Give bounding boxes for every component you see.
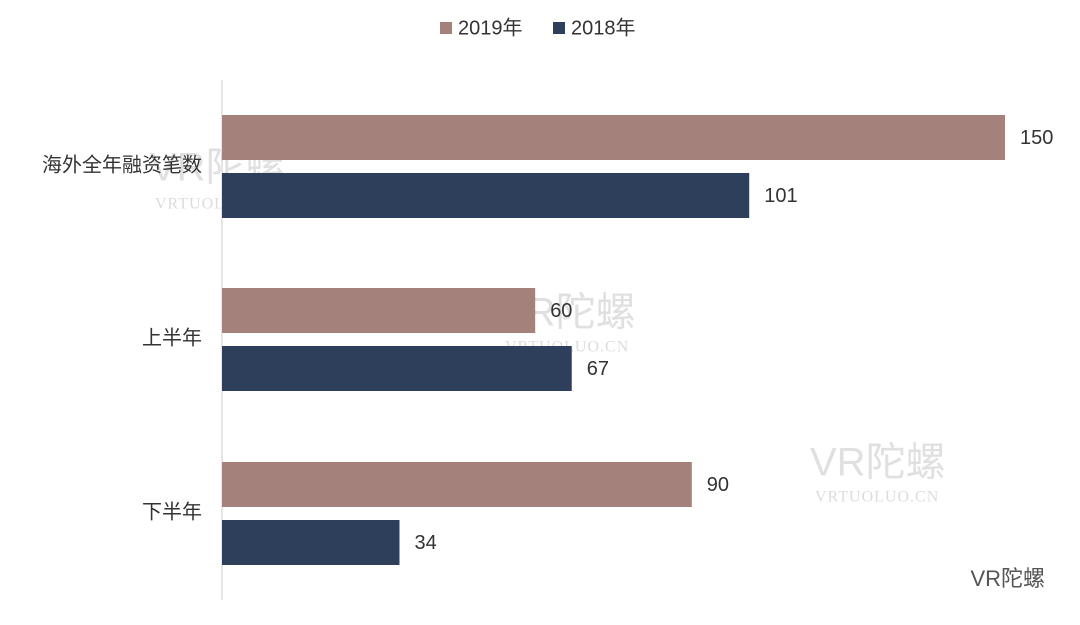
data-label: 90 bbox=[707, 474, 729, 496]
data-label: 60 bbox=[550, 300, 572, 322]
legend-label: 2018年 bbox=[571, 16, 636, 39]
legend-swatch bbox=[553, 22, 565, 34]
category-label: 下半年 bbox=[142, 500, 202, 523]
source: VR陀螺 bbox=[970, 566, 1045, 591]
data-label: 150 bbox=[1020, 127, 1053, 149]
bar bbox=[222, 115, 1005, 160]
data-label: 67 bbox=[587, 358, 609, 380]
data-label: 34 bbox=[414, 532, 436, 554]
bar bbox=[222, 462, 692, 507]
watermark-url: VRTUOLUO.CN bbox=[815, 489, 939, 506]
legend-swatch bbox=[440, 22, 452, 34]
legend-label: 2019年 bbox=[458, 16, 523, 39]
data-label: 101 bbox=[764, 185, 797, 207]
bar bbox=[222, 346, 572, 391]
bar bbox=[222, 288, 536, 333]
bar bbox=[222, 173, 750, 218]
bar bbox=[222, 520, 400, 565]
category-label: 上半年 bbox=[142, 326, 202, 349]
category-label: 海外全年融资笔数 bbox=[42, 153, 202, 176]
watermark: VR陀螺 bbox=[810, 441, 946, 485]
